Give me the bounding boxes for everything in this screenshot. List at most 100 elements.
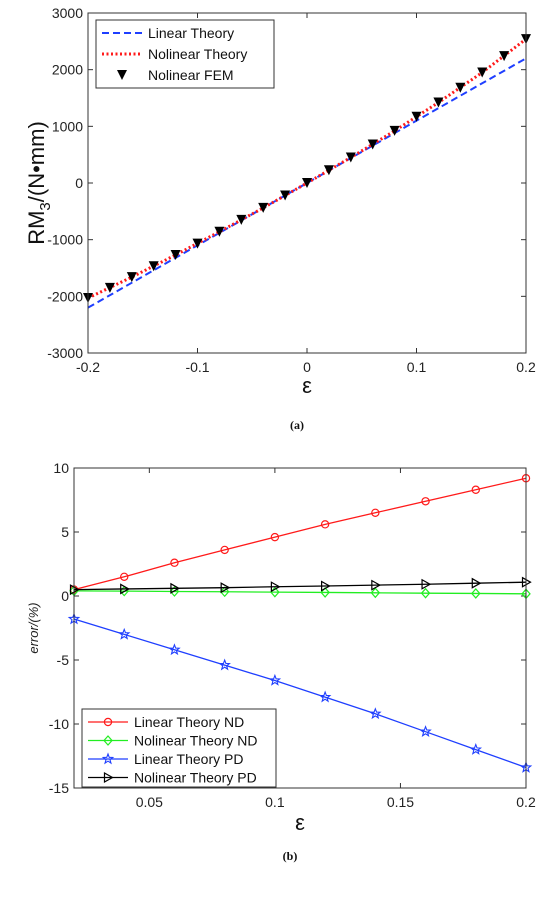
legend-marker (103, 717, 113, 727)
data-point (302, 178, 312, 188)
data-point (470, 588, 481, 599)
legend-label: Linear Theory (148, 25, 234, 41)
data-point (320, 587, 330, 598)
chart-b: -15 -10 -5 0 5 10 0.05 0.1 0.15 0.2 Linear Theory … (26, 460, 536, 863)
legend-label: Nolinear Theory PD (134, 770, 257, 786)
series-line (87, 57, 527, 309)
legend-marker (103, 735, 113, 746)
data-point (471, 485, 480, 494)
data-point (258, 202, 269, 213)
axes-frame (73, 467, 527, 789)
x-tick-label: -0.2 (76, 359, 100, 375)
data-point (471, 577, 482, 589)
data-point (270, 532, 280, 542)
x-tick-label: 0 (303, 359, 311, 375)
y-tick-label: 10 (53, 460, 69, 476)
data-point (219, 586, 230, 598)
legend-label: Linear Theory ND (134, 714, 244, 730)
data-point (345, 152, 356, 163)
legend-marker (101, 752, 115, 765)
y-axis-label-unit: /(N•mm) (24, 121, 49, 202)
data-point (148, 261, 159, 272)
data-point (321, 580, 331, 592)
data-point (170, 249, 181, 260)
data-point (433, 97, 444, 108)
legend-label: Nolinear FEM (148, 67, 234, 83)
data-point (455, 82, 466, 93)
data-point (370, 587, 381, 599)
legend: Linear Theory ND Nolinear Theory ND Linear… (81, 708, 277, 788)
data-point (421, 578, 432, 590)
data-point (389, 125, 400, 136)
y-axis-label-main: RM (24, 211, 49, 245)
y-axis-label: RM3/(N•mm) (24, 121, 54, 245)
y-tick-label: -3000 (47, 345, 83, 361)
y-tick-label: 2000 (52, 62, 83, 78)
x-tick-label: 0.15 (387, 794, 414, 810)
data-point (117, 627, 131, 640)
y-axis-label: error/(%) (26, 602, 41, 653)
y-tick-label: -15 (49, 780, 69, 796)
data-point (499, 51, 510, 62)
y-axis-label-subscript: 3 (37, 202, 54, 210)
data-point (369, 707, 382, 720)
chart-a: -3000 -2000 -1000 0 1000 2000 3000 -0.2 -0.1 0 0.1… (24, 5, 536, 432)
data-point (419, 725, 432, 738)
y-tick-label: 0 (61, 588, 69, 604)
legend-marker (103, 771, 114, 784)
series-line (87, 37, 527, 300)
data-point (280, 190, 291, 201)
data-point (367, 139, 378, 150)
caption: (a) (290, 418, 304, 432)
data-point (318, 690, 332, 703)
data-point (214, 226, 225, 237)
data-point (220, 582, 231, 594)
data-point (236, 214, 247, 225)
data-point (411, 111, 422, 122)
data-point (420, 587, 431, 599)
data-point (469, 743, 483, 755)
x-axis-label: ε (302, 373, 312, 398)
y-tick-label: -1000 (47, 232, 83, 248)
y-tick-label: 0 (75, 175, 83, 191)
data-point (104, 282, 115, 293)
data-point (218, 658, 231, 671)
data-point (270, 581, 281, 593)
x-tick-label: 0.2 (516, 794, 536, 810)
data-point (170, 582, 181, 594)
x-axis-label: ε (295, 810, 305, 835)
axes-frame (87, 12, 527, 354)
data-point (120, 583, 130, 595)
legend: Linear Theory Nolinear Theory Nolinear FEM (95, 19, 275, 89)
series-line (73, 590, 527, 595)
data-point (320, 520, 330, 529)
x-tick-label: 0.05 (136, 794, 163, 810)
y-tick-label: -10 (49, 716, 69, 732)
data-point (220, 545, 229, 555)
data-point (268, 673, 282, 686)
data-point (170, 558, 179, 567)
legend-label: Nolinear Theory ND (134, 733, 257, 749)
y-tick-label: 5 (61, 524, 69, 540)
x-tick-label: 0.2 (516, 359, 536, 375)
data-point (371, 508, 380, 517)
x-tick-label: 0.1 (407, 359, 427, 375)
data-point (192, 238, 203, 249)
data-point (421, 497, 430, 506)
data-point (126, 272, 137, 283)
data-point (477, 67, 488, 78)
data-point (371, 579, 382, 591)
x-tick-label: -0.1 (185, 359, 209, 375)
data-point (323, 165, 334, 176)
x-tick-label: 0.1 (265, 794, 285, 810)
legend-marker (117, 70, 127, 80)
caption: (b) (283, 849, 298, 863)
series-line (73, 618, 527, 769)
y-tick-label: -5 (57, 652, 70, 668)
series-line (73, 477, 527, 591)
legend-label: Linear Theory PD (134, 751, 243, 767)
y-tick-label: -2000 (47, 288, 83, 304)
y-tick-label: 3000 (52, 5, 83, 21)
data-point (120, 572, 129, 582)
